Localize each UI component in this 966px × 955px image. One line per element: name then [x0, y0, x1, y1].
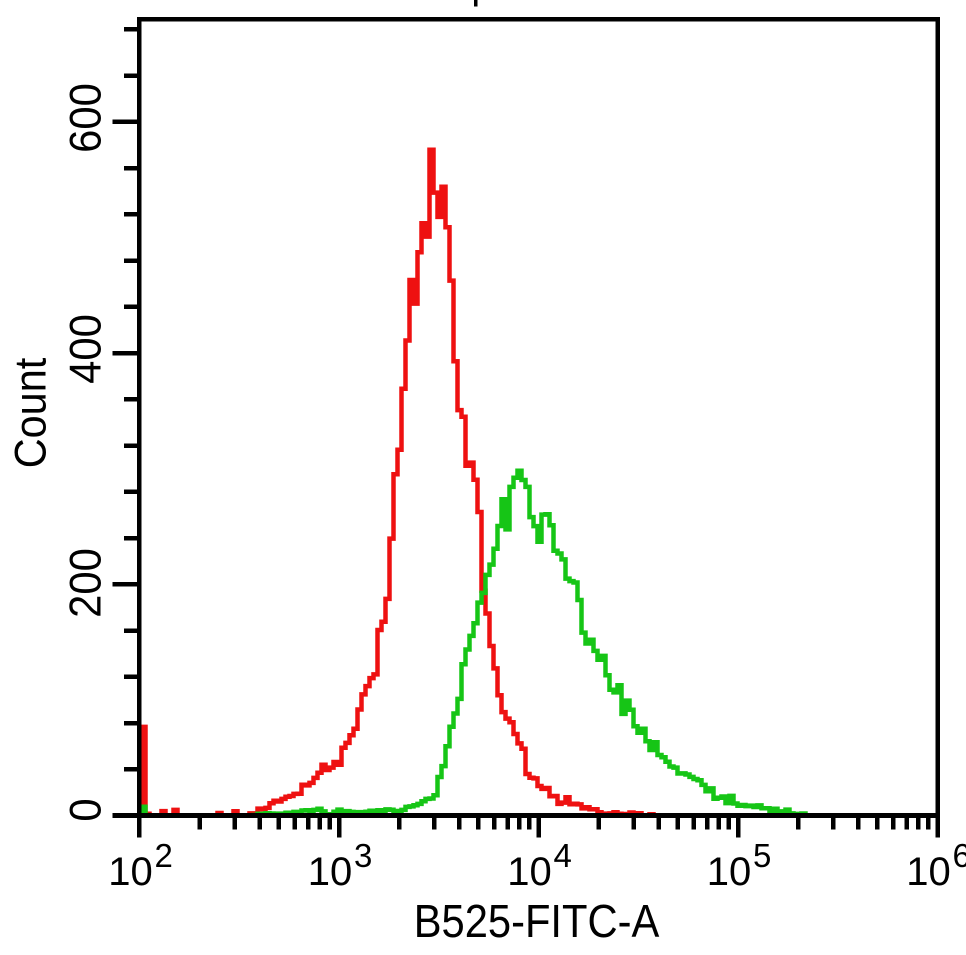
- svg-text:3: 3: [354, 837, 372, 874]
- svg-text:B525-FITC-A: B525-FITC-A: [414, 896, 660, 948]
- svg-text:10: 10: [906, 850, 951, 894]
- svg-text:6: 6: [953, 837, 966, 874]
- svg-text:10: 10: [108, 850, 153, 894]
- svg-text:10: 10: [707, 850, 752, 894]
- svg-text:5: 5: [753, 837, 771, 874]
- svg-text:10: 10: [507, 850, 552, 894]
- svg-text:2: 2: [155, 837, 173, 874]
- svg-text:0: 0: [61, 798, 111, 821]
- svg-text:600: 600: [61, 83, 111, 153]
- svg-text:4: 4: [554, 837, 572, 874]
- svg-text:Count: Count: [6, 358, 56, 469]
- svg-text:400: 400: [61, 314, 111, 384]
- svg-text:200: 200: [61, 548, 111, 618]
- svg-text:10: 10: [308, 850, 353, 894]
